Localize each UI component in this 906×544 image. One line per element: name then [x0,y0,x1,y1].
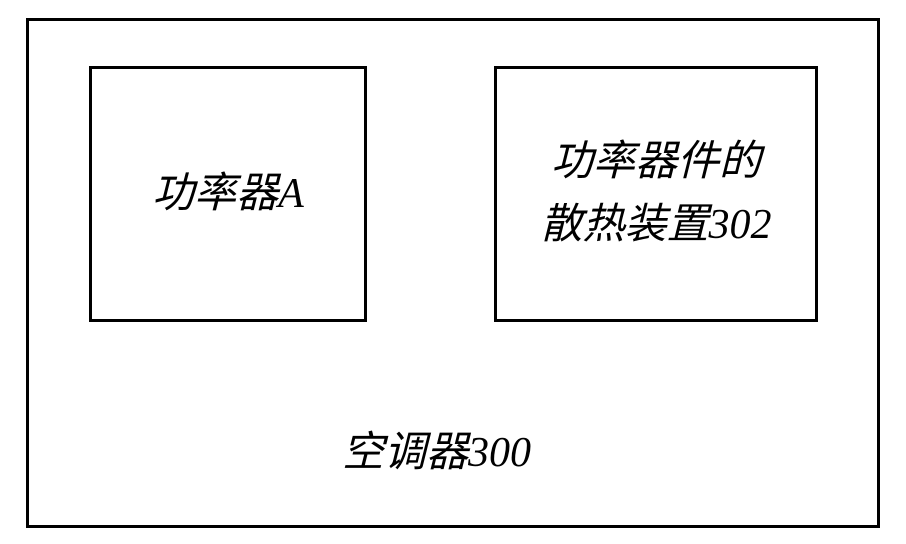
box-power-device-a: 功率器A [89,66,367,322]
box-302-label-line2: 散热装置302 [540,202,771,248]
box-302-label: 功率器件的 散热装置302 [540,131,771,257]
box-a-label: 功率器A [152,163,304,226]
box-heat-dissipation-302: 功率器件的 散热装置302 [494,66,818,322]
caption-air-conditioner-300: 空调器300 [342,418,531,479]
box-302-label-line1: 功率器件的 [551,139,761,185]
